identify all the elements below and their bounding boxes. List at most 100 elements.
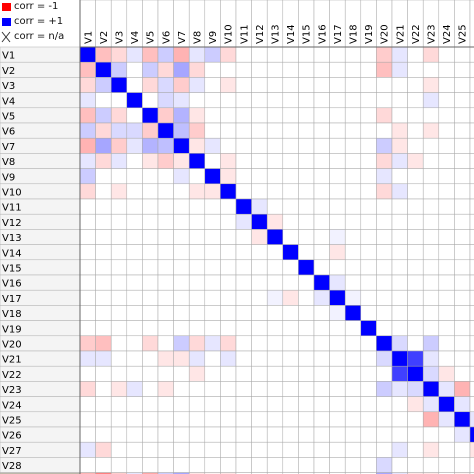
heatmap-cell — [95, 229, 112, 245]
heatmap-cell — [282, 92, 299, 109]
heatmap-cell — [95, 183, 112, 200]
heatmap-cell — [157, 213, 174, 230]
heatmap-cell — [376, 107, 393, 124]
heatmap-cell — [313, 365, 330, 382]
heatmap-cell — [173, 46, 190, 63]
heatmap-cell — [251, 244, 268, 261]
heatmap-cell — [235, 259, 252, 276]
heatmap-cell — [251, 153, 268, 169]
heatmap-cell — [282, 61, 299, 78]
heatmap-cell — [422, 289, 440, 306]
heatmap-cell — [298, 441, 315, 458]
column-label: V13 — [271, 24, 282, 44]
heatmap-cell — [391, 335, 408, 352]
heatmap-cell — [251, 198, 268, 215]
heatmap-cell — [220, 274, 237, 291]
heatmap-cell — [360, 350, 377, 367]
heatmap-cell — [110, 441, 128, 458]
heatmap-cell — [266, 411, 284, 428]
heatmap-cell — [142, 137, 159, 154]
heatmap-cell — [313, 305, 330, 321]
heatmap-cell — [298, 289, 315, 306]
heatmap-cell — [360, 365, 377, 382]
heatmap-cell — [251, 274, 268, 291]
heatmap-cell — [422, 457, 440, 473]
heatmap-cell — [391, 137, 408, 154]
heatmap-cell — [282, 365, 299, 382]
legend-na-label: corr = n/a — [14, 31, 65, 42]
heatmap-cell — [282, 153, 299, 169]
heatmap-cell — [391, 396, 408, 413]
row-label: V12 — [2, 218, 22, 229]
heatmap-cell — [454, 92, 471, 109]
heatmap-cell — [438, 457, 455, 473]
heatmap-cell — [79, 183, 96, 200]
heatmap-cell — [407, 472, 424, 474]
heatmap-cell — [329, 46, 346, 63]
heatmap-cell — [266, 229, 284, 245]
heatmap-cell — [407, 381, 424, 397]
heatmap-cell — [360, 457, 377, 473]
heatmap-cell — [204, 381, 221, 397]
heatmap-cell — [391, 411, 408, 428]
heatmap-cell — [142, 153, 159, 169]
heatmap-cell — [220, 289, 237, 306]
heatmap-cell — [235, 441, 252, 458]
heatmap-cell — [438, 168, 455, 185]
heatmap-cell — [344, 320, 362, 337]
heatmap-cell — [251, 335, 268, 352]
heatmap-cell — [360, 335, 377, 352]
heatmap-cell — [422, 365, 440, 382]
heatmap-cell — [251, 289, 268, 306]
heatmap-cell — [313, 441, 330, 458]
heatmap-cell — [376, 396, 393, 413]
heatmap-cell — [298, 305, 315, 321]
heatmap-cell — [313, 289, 330, 306]
heatmap-cell — [251, 350, 268, 367]
heatmap-cell — [282, 229, 299, 245]
heatmap-cell — [188, 77, 206, 93]
heatmap-cell — [110, 229, 128, 245]
heatmap-cell — [438, 289, 455, 306]
heatmap-cell — [407, 305, 424, 321]
heatmap-cell — [469, 61, 474, 78]
heatmap-cell — [422, 122, 440, 139]
heatmap-cell — [266, 259, 284, 276]
heatmap-cell — [173, 365, 190, 382]
heatmap-cell — [391, 46, 408, 63]
row-label: V7 — [2, 142, 15, 153]
heatmap-cell — [360, 213, 377, 230]
heatmap-cell — [344, 259, 362, 276]
heatmap-cell — [422, 472, 440, 474]
heatmap-cell — [266, 441, 284, 458]
heatmap-cell — [376, 229, 393, 245]
heatmap-cell — [79, 381, 96, 397]
heatmap-cell — [344, 396, 362, 413]
heatmap-cell — [266, 274, 284, 291]
heatmap-cell — [126, 441, 143, 458]
heatmap-cell — [266, 107, 284, 124]
heatmap-cell — [391, 305, 408, 321]
heatmap-cell — [376, 244, 393, 261]
heatmap-cell — [126, 457, 143, 473]
heatmap-cell — [298, 365, 315, 382]
heatmap-cell — [360, 441, 377, 458]
heatmap-cell — [298, 381, 315, 397]
heatmap-cell — [204, 198, 221, 215]
heatmap-cell — [110, 411, 128, 428]
heatmap-cell — [142, 426, 159, 443]
heatmap-cell — [376, 289, 393, 306]
heatmap-cell — [235, 46, 252, 63]
heatmap-cell — [173, 244, 190, 261]
heatmap-cell — [438, 350, 455, 367]
heatmap-cell — [329, 213, 346, 230]
heatmap-cell — [282, 320, 299, 337]
heatmap-cell — [344, 457, 362, 473]
column-label: V8 — [193, 31, 204, 44]
heatmap-cell — [329, 122, 346, 139]
heatmap-cell — [438, 259, 455, 276]
heatmap-cell — [344, 183, 362, 200]
heatmap-cell — [376, 77, 393, 93]
heatmap-cell — [329, 289, 346, 306]
heatmap-cell — [79, 305, 96, 321]
